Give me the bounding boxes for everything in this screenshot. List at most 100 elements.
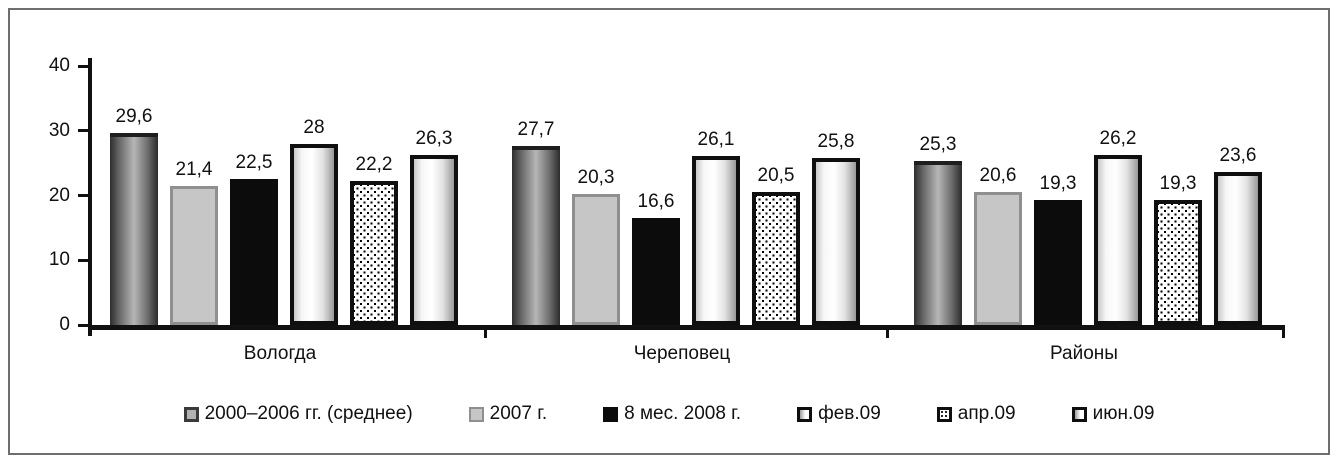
- bar-value-label: 19,3: [1159, 173, 1197, 195]
- legend-item: апр.09: [936, 403, 1016, 425]
- bar-wrap: 27,7: [512, 66, 560, 325]
- y-axis-line: [88, 58, 92, 66]
- bar-value-label: 22,5: [235, 152, 273, 174]
- bar-wrap: 22,5: [230, 66, 278, 325]
- category-label: Вологда: [243, 343, 317, 364]
- legend-swatch-icon: [936, 406, 952, 422]
- legend-item: 2007 г.: [468, 403, 548, 425]
- legend-label: 2000–2006 гг. (среднее): [204, 403, 413, 424]
- x-axis-group-tick: [483, 330, 487, 338]
- bar: [974, 191, 1022, 325]
- bar-wrap: 28: [290, 66, 338, 325]
- bar-wrap: 23,6: [1214, 66, 1262, 325]
- bar-value-label: 29,6: [115, 106, 153, 128]
- legend-label: 8 мес. 2008 г.: [624, 403, 742, 424]
- legend-label: апр.09: [957, 403, 1016, 424]
- bar-wrap: 26,1: [692, 66, 740, 325]
- bar-groups: 29,6 21,4 22,5 28 22,2 26,3 27,7 20,3 16,6 26,1 20…: [92, 66, 1285, 325]
- y-axis-labels: 0 10 20 30 40: [12, 56, 84, 335]
- legend-swatch-icon: [603, 406, 619, 422]
- bar-wrap: 20,5: [752, 66, 800, 325]
- bar-group-1: 29,6 21,4 22,5 28 22,2 26,3: [110, 66, 458, 325]
- legend-label: июн.09: [1092, 403, 1155, 424]
- legend-swatch-icon: [1071, 406, 1087, 422]
- bar: [1094, 155, 1142, 325]
- plot-canvas: 29,6 21,4 22,5 28 22,2 26,3 27,7 20,3 16,6 26,1 20…: [78, 58, 1285, 338]
- bar-wrap: 20,6: [974, 66, 1022, 325]
- bar-wrap: 26,2: [1094, 66, 1142, 325]
- y-tick-mark: [78, 64, 88, 68]
- bar-value-label: 26,1: [697, 129, 735, 151]
- bar-value-label: 21,4: [175, 159, 213, 181]
- category-axis-labels: Вологда Череповец Районы: [88, 343, 1258, 365]
- legend-item: июн.09: [1071, 403, 1155, 425]
- bar-value-label: 20,5: [757, 165, 795, 187]
- bar-value-label: 19,3: [1039, 173, 1077, 195]
- y-tick-label: 30: [48, 119, 70, 141]
- bar-group-3: 25,3 20,6 19,3 26,2 19,3 23,6: [914, 66, 1262, 325]
- y-tick-mark: [78, 323, 88, 327]
- x-axis-end-tick: [1282, 330, 1285, 338]
- y-tick-label: 0: [59, 314, 70, 335]
- legend-item: фев.09: [797, 403, 881, 425]
- bar-wrap: 22,2: [350, 66, 398, 325]
- bar: [572, 193, 620, 325]
- bar-wrap: 16,6: [632, 66, 680, 325]
- bar-wrap: 29,6: [110, 66, 158, 325]
- legend-swatch-icon: [468, 406, 484, 422]
- y-tick-mark: [78, 129, 88, 133]
- bar-value-label: 25,8: [817, 130, 855, 152]
- bar-wrap: 25,8: [812, 66, 860, 325]
- bar-value-label: 20,3: [577, 166, 615, 188]
- y-axis-line-tail: [88, 329, 92, 336]
- y-tick-label: 10: [48, 249, 70, 271]
- category-label: Череповец: [633, 343, 731, 364]
- bar: [1034, 200, 1082, 325]
- bar: [512, 145, 560, 325]
- bar: [632, 217, 680, 325]
- bar-value-label: 25,3: [919, 134, 957, 156]
- bar: [410, 154, 458, 325]
- bar: [914, 161, 962, 325]
- bar-wrap: 26,3: [410, 66, 458, 325]
- bar-value-label: 16,6: [637, 190, 675, 212]
- bar: [692, 156, 740, 325]
- legend-swatch-icon: [183, 406, 199, 422]
- bar-wrap: 21,4: [170, 66, 218, 325]
- bar: [170, 186, 218, 325]
- y-tick-label: 20: [48, 184, 70, 206]
- x-axis-group-tick: [885, 330, 889, 338]
- y-tick-mark: [78, 258, 88, 262]
- y-tick-label: 40: [48, 55, 70, 76]
- bar-wrap: 25,3: [914, 66, 962, 325]
- bar-value-label: 23,6: [1219, 145, 1257, 167]
- bar-value-label: 26,3: [415, 127, 453, 149]
- bar: [110, 133, 158, 325]
- chart-frame: 0 10 20 30 40 29,6 21,4 22,5 28 22,2 26,3 27,7 20,3…: [8, 8, 1330, 455]
- bar-wrap: 19,3: [1154, 66, 1202, 325]
- bar-wrap: 19,3: [1034, 66, 1082, 325]
- legend: 2000–2006 гг. (среднее) 2007 г. 8 мес. 200…: [10, 403, 1328, 425]
- legend-swatch-icon: [797, 406, 813, 422]
- bar-value-label: 20,6: [979, 164, 1017, 186]
- bar: [290, 143, 338, 325]
- bar: [1214, 172, 1262, 325]
- bar: [350, 181, 398, 325]
- legend-label: фев.09: [818, 403, 881, 424]
- legend-item: 8 мес. 2008 г.: [603, 403, 741, 425]
- plot-area: 0 10 20 30 40 29,6 21,4 22,5 28 22,2 26,3 27,7 20,3…: [12, 56, 1312, 338]
- legend-item: 2000–2006 гг. (среднее): [183, 403, 413, 425]
- bar-wrap: 20,3: [572, 66, 620, 325]
- y-tick-mark: [78, 194, 88, 197]
- category-label: Районы: [1050, 343, 1118, 364]
- bar: [1154, 200, 1202, 325]
- bar: [812, 157, 860, 325]
- bar-group-2: 27,7 20,3 16,6 26,1 20,5 25,8: [512, 66, 860, 325]
- bar-value-label: 28: [303, 116, 325, 138]
- bar: [752, 192, 800, 325]
- legend-label: 2007 г.: [489, 403, 548, 424]
- bar-value-label: 26,2: [1099, 128, 1137, 150]
- bar: [230, 179, 278, 325]
- bar-value-label: 22,2: [355, 154, 393, 176]
- bar-value-label: 27,7: [517, 118, 555, 140]
